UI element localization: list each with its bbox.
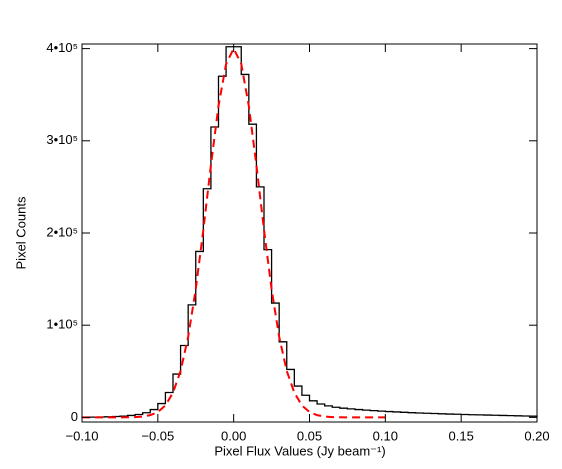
- histogram-bar: [173, 374, 181, 417]
- histogram-bar: [393, 412, 401, 417]
- histogram-bar: [219, 76, 227, 417]
- histogram-bar: [211, 127, 219, 417]
- histogram-bar: [226, 47, 234, 418]
- histogram-bar: [370, 411, 378, 418]
- x-tick-label: 0.10: [373, 428, 398, 443]
- y-tick-label: 1•10⁵: [46, 317, 78, 332]
- histogram-bar: [363, 410, 371, 417]
- histogram-bar: [416, 413, 424, 417]
- histogram-bar: [408, 413, 416, 418]
- y-tick-label: 0: [71, 409, 78, 424]
- histogram-bar: [196, 251, 204, 417]
- histogram-bar: [234, 47, 242, 418]
- histogram-bar: [340, 408, 348, 417]
- x-tick-label: −0.10: [66, 428, 99, 443]
- histogram-bar: [272, 303, 280, 417]
- histogram-bar: [181, 345, 189, 417]
- x-tick-label: 0.15: [449, 428, 474, 443]
- histogram-bar: [401, 412, 409, 417]
- x-tick-label: 0.05: [297, 428, 322, 443]
- histogram-bar: [249, 124, 257, 417]
- histogram-bar: [325, 406, 333, 418]
- x-tick-label: 0.00: [221, 428, 246, 443]
- x-axis-label: Pixel Flux Values (Jy beam⁻¹): [214, 443, 385, 458]
- y-tick-label: 2•10⁵: [46, 224, 78, 239]
- histogram-bar: [347, 409, 355, 417]
- histogram-bar: [332, 407, 340, 417]
- histogram-bar: [385, 412, 393, 418]
- histogram-bar: [188, 305, 196, 417]
- y-tick-label: 3•10⁵: [46, 132, 78, 147]
- x-tick-label: −0.05: [141, 428, 174, 443]
- plot-frame: [81, 43, 538, 423]
- histogram-bar: [355, 410, 363, 418]
- x-tick-label: 0.20: [524, 428, 549, 443]
- y-tick-label: 4•10⁵: [46, 40, 78, 55]
- y-axis-label: Pixel Counts: [13, 196, 28, 269]
- histogram-bar: [241, 74, 249, 417]
- histogram-outline: [81, 46, 538, 418]
